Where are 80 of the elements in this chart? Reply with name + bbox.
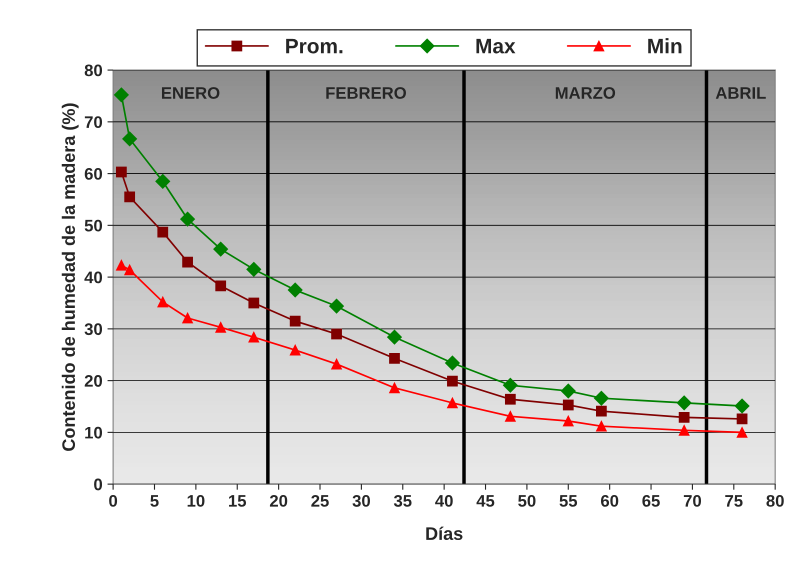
point [678, 424, 690, 436]
point [504, 394, 516, 405]
x-tick-label: 45 [476, 495, 494, 507]
point [124, 192, 136, 202]
point [155, 174, 170, 189]
x-tick-label: 35 [394, 494, 412, 507]
point [246, 262, 262, 277]
point [560, 384, 576, 398]
y-tick-label: 20 [84, 375, 102, 387]
x-tick-label: 25 [311, 494, 329, 507]
point [596, 420, 607, 432]
point [122, 132, 138, 146]
point [290, 344, 301, 356]
point [389, 352, 400, 364]
x-tick-label: 30 [352, 494, 370, 507]
point [389, 382, 400, 394]
point [290, 316, 301, 326]
x-tick-label: 75 [725, 495, 743, 507]
x-tick-label: 80 [766, 494, 784, 507]
point [157, 296, 168, 308]
point [502, 378, 518, 393]
y-tick-label: 40 [84, 272, 102, 284]
x-tick-label: 15 [229, 495, 246, 507]
point [736, 414, 748, 424]
y-tick-label: 70 [84, 116, 102, 128]
point [180, 212, 195, 227]
point [182, 256, 193, 268]
x-tick-label: 20 [270, 494, 288, 507]
point [736, 427, 748, 438]
x-tick-label: 10 [188, 494, 204, 507]
y-tick-label: 10 [85, 426, 102, 439]
x-tick-label: 50 [518, 494, 536, 507]
band-label: ENERO [162, 87, 220, 99]
band-label: ABRIL [716, 87, 766, 99]
point [562, 416, 574, 426]
point [114, 88, 129, 102]
point [213, 242, 228, 257]
point [678, 412, 690, 423]
point [182, 312, 193, 324]
point [562, 400, 574, 410]
point [157, 226, 168, 238]
x-tick-label: 5 [150, 495, 159, 507]
legend-label: Max [476, 38, 516, 54]
point [734, 398, 750, 414]
x-tick-label: 65 [642, 494, 660, 507]
y-tick-label: 0 [94, 478, 102, 490]
point [331, 328, 342, 340]
point [116, 260, 127, 271]
point [387, 330, 402, 345]
band-label: MARZO [556, 87, 616, 99]
point [124, 264, 136, 276]
legend-label: Min [648, 38, 682, 54]
point [445, 356, 460, 370]
point [329, 298, 344, 314]
point [215, 322, 226, 333]
point [288, 282, 303, 298]
point [447, 376, 458, 387]
band-label: FEBRERO [326, 87, 406, 99]
x-tick-label: 55 [560, 495, 578, 507]
y-tick-label: 80 [84, 64, 102, 76]
point [594, 390, 609, 406]
y-tick-label: 60 [84, 168, 102, 180]
x-tick-label: 70 [684, 494, 702, 507]
y-tick-label: 30 [84, 323, 102, 336]
y-axis-title: Contenido de humedad de la madera (%) [62, 103, 79, 451]
point [676, 395, 692, 410]
point [447, 397, 458, 408]
point [215, 280, 226, 292]
x-tick-label: 60 [601, 494, 618, 507]
point [116, 166, 127, 178]
legend-label: Prom. [286, 38, 342, 54]
point [331, 358, 342, 370]
point [248, 332, 260, 343]
x-tick-label: 0 [109, 494, 118, 507]
x-tick-label: 40 [435, 494, 453, 507]
point [596, 406, 607, 417]
x-axis-title: Días [426, 526, 462, 540]
y-tick-label: 50 [84, 220, 102, 232]
point [248, 298, 260, 308]
point [504, 410, 516, 422]
